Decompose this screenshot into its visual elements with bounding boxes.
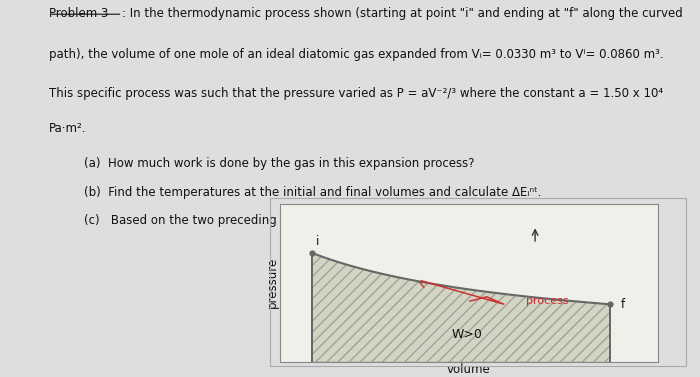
X-axis label: volume: volume [447,363,491,376]
Y-axis label: pressure: pressure [265,257,279,308]
Text: i: i [316,235,319,248]
Text: This specific process was such that the pressure varied as P = aV⁻²/³ where the : This specific process was such that the … [49,87,663,100]
Text: (a)  How much work is done by the gas in this expansion process?: (a) How much work is done by the gas in … [84,158,475,170]
Text: Pa·m².: Pa·m². [49,123,87,135]
Text: f: f [621,298,625,311]
Text: (b)  Find the temperatures at the initial and final volumes and calculate ΔEᵢⁿᵗ.: (b) Find the temperatures at the initial… [84,186,541,199]
Text: W>0: W>0 [451,328,482,341]
Text: path), the volume of one mole of an ideal diatomic gas expanded from Vᵢ= 0.0330 : path), the volume of one mole of an idea… [49,48,664,61]
Text: : In the thermodynamic process shown (starting at point "i" and ending at "f" al: : In the thermodynamic process shown (st… [122,6,683,20]
Text: process: process [526,296,569,306]
Text: (c)   Based on the two preceding answers, what is the heat flow into the gas dur: (c) Based on the two preceding answers, … [84,214,658,227]
Text: Problem 3: Problem 3 [49,6,108,20]
